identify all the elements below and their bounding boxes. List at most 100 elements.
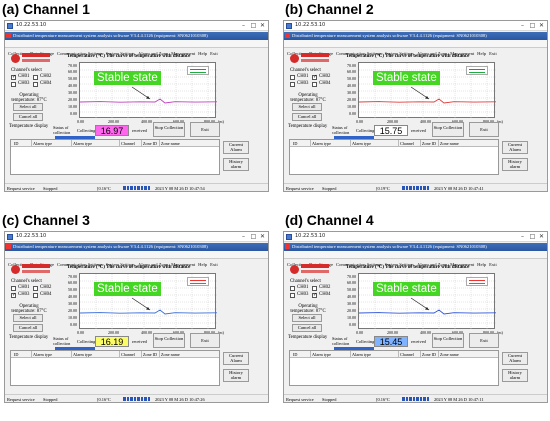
maximize-icon[interactable]: □ xyxy=(250,233,257,240)
alarm-column-header[interactable]: Channel xyxy=(400,352,414,357)
maximize-icon[interactable]: □ xyxy=(529,22,536,29)
alarm-column-header[interactable]: Alarm type xyxy=(312,352,331,357)
alarm-column-header[interactable]: ID xyxy=(293,141,298,146)
menu-item[interactable]: Collection xyxy=(8,262,28,267)
alarm-column-header[interactable]: Zone ID xyxy=(422,352,437,357)
alarm-column-header[interactable]: Zone ID xyxy=(143,141,158,146)
channel-checkbox[interactable] xyxy=(312,292,317,298)
menu-item[interactable]: Exit xyxy=(210,51,218,56)
alarm-column-header[interactable]: Alarm type xyxy=(352,141,371,146)
menu-item[interactable]: System Settings xyxy=(384,262,415,267)
menu-item[interactable]: Alarm and Zone xyxy=(138,51,169,56)
alarm-column-header[interactable]: Alarm type xyxy=(73,141,92,146)
menu-item[interactable]: Alarm and Zone xyxy=(417,51,448,56)
alarm-column-header[interactable]: Alarm type xyxy=(352,352,371,357)
menu-item[interactable]: Communication Settings xyxy=(336,262,382,267)
maximize-icon[interactable]: □ xyxy=(250,22,257,29)
stop-collection-button[interactable]: Stop Collection xyxy=(432,333,464,348)
alarm-column-header[interactable]: Zone ID xyxy=(143,352,158,357)
menu-item[interactable]: Collection xyxy=(287,262,307,267)
menu-item[interactable]: Help xyxy=(477,51,487,56)
alarm-column-header[interactable]: Zone name xyxy=(161,141,180,146)
stop-collection-button[interactable]: Stop Collection xyxy=(153,122,185,137)
exit-button[interactable]: Exit xyxy=(469,333,499,348)
menu-item[interactable]: Management xyxy=(171,262,196,267)
menu-item[interactable]: Help xyxy=(198,262,208,267)
cancel-all-button[interactable]: Cancel all xyxy=(292,324,322,332)
close-icon[interactable]: ✕ xyxy=(259,233,266,240)
channel-checkbox[interactable] xyxy=(290,293,295,298)
channel-checkbox[interactable] xyxy=(33,82,38,87)
stop-collection-button[interactable]: Stop Collection xyxy=(432,122,464,137)
menu-item[interactable]: Help xyxy=(477,262,487,267)
cancel-all-button[interactable]: Cancel all xyxy=(13,113,43,121)
stop-collection-button[interactable]: Stop Collection xyxy=(153,333,185,348)
exit-button[interactable]: Exit xyxy=(469,122,499,137)
alarm-column-header[interactable]: Alarm type xyxy=(73,352,92,357)
menu-item[interactable]: Collection xyxy=(8,51,28,56)
channel-checkbox[interactable] xyxy=(11,286,16,291)
history-alarm-button[interactable]: History alarm xyxy=(502,158,528,171)
close-icon[interactable]: ✕ xyxy=(259,22,266,29)
channel-checkbox[interactable] xyxy=(312,82,317,87)
close-icon[interactable]: ✕ xyxy=(538,22,545,29)
alarm-column-header[interactable]: Alarm type xyxy=(312,141,331,146)
menu-item[interactable]: System Settings xyxy=(384,51,415,56)
menu-item[interactable]: Alarm and Zone xyxy=(138,262,169,267)
menu-item[interactable]: System Settings xyxy=(105,51,136,56)
menu-item[interactable]: Exit xyxy=(489,51,497,56)
current-alarm-button[interactable]: Current Alarm xyxy=(502,352,528,365)
channel-checkbox[interactable] xyxy=(33,286,38,291)
menu-item[interactable]: Management xyxy=(450,51,475,56)
channel-checkbox[interactable] xyxy=(290,75,295,80)
alarm-column-header[interactable]: Zone name xyxy=(440,141,459,146)
alarm-column-header[interactable]: Channel xyxy=(121,141,135,146)
channel-checkbox[interactable] xyxy=(290,286,295,291)
channel-checkbox[interactable] xyxy=(11,82,16,87)
alarm-column-header[interactable]: Zone name xyxy=(161,352,180,357)
alarm-column-header[interactable]: Zone ID xyxy=(422,141,437,146)
alarm-column-header[interactable]: Zone name xyxy=(440,352,459,357)
alarm-column-header[interactable]: Alarm type xyxy=(33,352,52,357)
history-alarm-button[interactable]: History alarm xyxy=(223,158,249,171)
minimize-icon[interactable]: – xyxy=(242,22,245,29)
history-alarm-button[interactable]: History alarm xyxy=(502,369,528,382)
minimize-icon[interactable]: – xyxy=(521,22,524,29)
menu-item[interactable]: Exit xyxy=(210,262,218,267)
channel-checkbox[interactable] xyxy=(312,74,317,80)
menu-item[interactable]: Management xyxy=(171,51,196,56)
menu-item[interactable]: Communication Settings xyxy=(336,51,382,56)
current-alarm-button[interactable]: Current Alarm xyxy=(502,141,528,154)
channel-checkbox[interactable] xyxy=(33,75,38,80)
current-alarm-button[interactable]: Current Alarm xyxy=(223,352,249,365)
cancel-all-button[interactable]: Cancel all xyxy=(292,113,322,121)
channel-checkbox[interactable] xyxy=(11,74,16,80)
exit-button[interactable]: Exit xyxy=(190,122,220,137)
menu-item[interactable]: Communication Settings xyxy=(57,262,103,267)
alarm-column-header[interactable]: Alarm type xyxy=(33,141,52,146)
alarm-column-header[interactable]: Channel xyxy=(121,352,135,357)
exit-button[interactable]: Exit xyxy=(190,333,220,348)
alarm-column-header[interactable]: ID xyxy=(14,352,19,357)
alarm-column-header[interactable]: ID xyxy=(14,141,19,146)
cancel-all-button[interactable]: Cancel all xyxy=(13,324,43,332)
menu-item[interactable]: System Settings xyxy=(105,262,136,267)
history-alarm-button[interactable]: History alarm xyxy=(223,369,249,382)
alarm-column-header[interactable]: Channel xyxy=(400,141,414,146)
select-all-button[interactable]: Select all xyxy=(292,103,322,111)
menu-item[interactable]: Collection xyxy=(287,51,307,56)
alarm-column-header[interactable]: ID xyxy=(293,352,298,357)
maximize-icon[interactable]: □ xyxy=(529,233,536,240)
menu-item[interactable]: Help xyxy=(198,51,208,56)
channel-checkbox[interactable] xyxy=(11,292,16,298)
close-icon[interactable]: ✕ xyxy=(538,233,545,240)
minimize-icon[interactable]: – xyxy=(521,233,524,240)
menu-item[interactable]: Management xyxy=(450,262,475,267)
channel-checkbox[interactable] xyxy=(290,82,295,87)
channel-checkbox[interactable] xyxy=(33,293,38,298)
select-all-button[interactable]: Select all xyxy=(292,314,322,322)
minimize-icon[interactable]: – xyxy=(242,233,245,240)
select-all-button[interactable]: Select all xyxy=(13,103,43,111)
menu-item[interactable]: Communication Settings xyxy=(57,51,103,56)
current-alarm-button[interactable]: Current Alarm xyxy=(223,141,249,154)
